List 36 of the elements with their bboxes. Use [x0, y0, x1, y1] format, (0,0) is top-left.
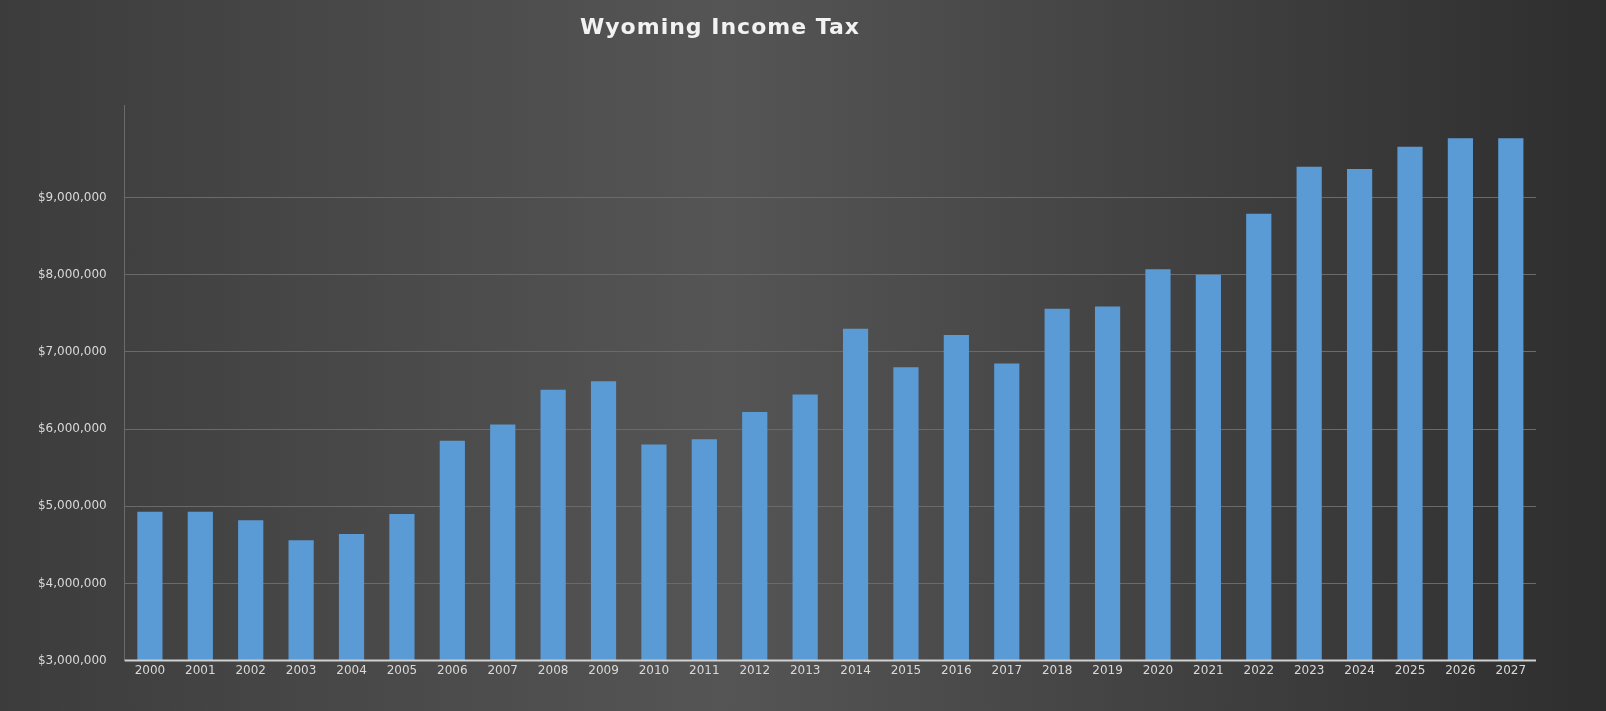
x-tick-label: 2018: [1041, 662, 1073, 677]
x-tick-label: 2017: [991, 662, 1023, 677]
x-tick-label: 2014: [840, 662, 871, 677]
y-tick-label: $7,000,000: [37, 344, 107, 359]
x-tick-label: 2009: [588, 662, 619, 677]
x-tick-label: 2002: [235, 662, 266, 677]
x-tick-label: 2008: [537, 662, 569, 677]
x-tick-label: 2022: [1243, 662, 1275, 677]
x-tick-label: 2020: [1142, 662, 1174, 677]
x-tick-label: 2023: [1293, 662, 1325, 677]
x-tick-label: 2024: [1344, 662, 1375, 677]
x-tick-label: 2003: [285, 662, 317, 677]
x-tick-label: 2015: [890, 662, 922, 677]
x-tick-label: 2021: [1193, 662, 1224, 677]
x-tick-label: 2019: [1092, 662, 1123, 677]
x-tick-label: 2006: [437, 662, 468, 677]
x-tick-label: 2026: [1445, 662, 1476, 677]
y-tick-label: $8,000,000: [37, 266, 107, 281]
y-tick-label: $3,000,000: [37, 652, 107, 667]
y-tick-label: $4,000,000: [37, 575, 107, 590]
x-tick-label: 2000: [134, 662, 166, 677]
y-tick-label: $6,000,000: [37, 421, 107, 436]
x-tick-label: 2011: [689, 662, 720, 677]
x-tick-label: 2025: [1394, 662, 1426, 677]
y-tick-label: $9,000,000: [37, 189, 107, 204]
x-tick-label: 2001: [185, 662, 216, 677]
x-tick-label: 2005: [386, 662, 418, 677]
y-tick-label: $5,000,000: [37, 498, 107, 513]
x-tick-label: 2013: [789, 662, 821, 677]
chart-title: Wyoming Income Tax: [579, 14, 861, 39]
x-tick-label: 2010: [638, 662, 670, 677]
x-tick-label: 2016: [941, 662, 972, 677]
x-tick-label: 2004: [336, 662, 367, 677]
x-tick-label: 2007: [487, 662, 519, 677]
x-tick-label: 2027: [1495, 662, 1527, 677]
x-tick-label: 2012: [739, 662, 771, 677]
